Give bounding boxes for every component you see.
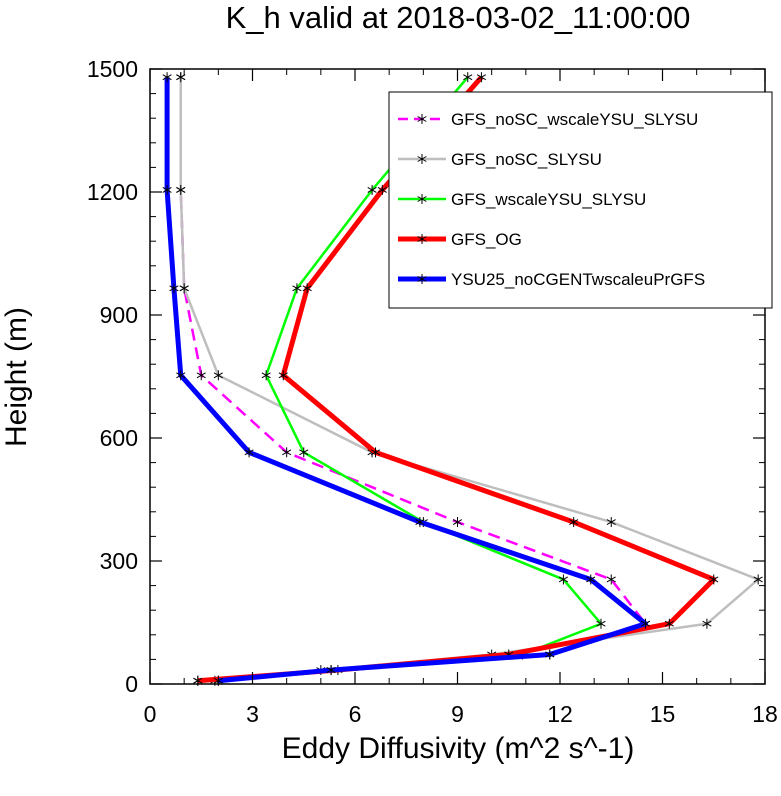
x-tick-label: 0 [144, 701, 157, 727]
x-axis-label: Eddy Diffusivity (m^2 s^-1) [282, 732, 635, 765]
series-4-marker [176, 370, 186, 381]
legend-box [388, 91, 773, 309]
series-4-marker [586, 574, 596, 585]
chart-title: K_h valid at 2018-03-02_11:00:00 [226, 0, 691, 35]
series-3-marker [377, 184, 387, 195]
series-2-marker [367, 184, 377, 195]
series-4-marker [545, 649, 555, 660]
series-4-marker [640, 618, 650, 629]
y-tick-label: 900 [100, 302, 138, 328]
series-4-marker [169, 283, 179, 294]
series-4-marker [415, 517, 425, 528]
series-1-marker [176, 184, 186, 195]
series-0-marker [282, 447, 292, 458]
series-3-marker [476, 72, 486, 83]
legend-marker-0 [417, 114, 427, 124]
series-2-marker [558, 574, 568, 585]
series-3-marker [370, 447, 381, 458]
x-tick-label: 18 [752, 701, 778, 727]
legend-marker-2 [417, 194, 427, 204]
series-4-marker [326, 665, 336, 676]
series-3-marker [569, 517, 579, 528]
legend-label-1: GFS_noSC_SLYSU [451, 150, 602, 169]
series-4-marker [162, 184, 172, 195]
legend-label-4: YSU25_noCGENTwscaleuPrGFS [451, 270, 705, 289]
series-2-marker [596, 618, 606, 629]
x-tick-label: 12 [547, 701, 573, 727]
series-0-marker [452, 517, 463, 528]
legend-label-0: GFS_noSC_wscaleYSU_SLYSU [451, 110, 698, 129]
series-1-marker [753, 574, 763, 585]
y-axis-label: Height (m) [0, 307, 33, 447]
x-tick-label: 15 [650, 701, 676, 727]
series-3-marker [664, 618, 674, 629]
legend-marker-3 [417, 234, 427, 244]
x-tick-label: 9 [451, 701, 464, 727]
series-2-marker [463, 72, 473, 83]
series-0-marker [606, 574, 616, 585]
series-3-marker [278, 370, 288, 381]
plot-lines [162, 72, 763, 686]
series-1-marker [179, 283, 189, 294]
y-tick-label: 300 [100, 548, 138, 574]
legend: GFS_noSC_wscaleYSU_SLYSU GFS_noSC_SLYSU GF… [388, 91, 773, 309]
series-1-marker [213, 370, 223, 381]
series-1-marker [606, 517, 616, 528]
legend-label-3: GFS_OG [451, 230, 522, 249]
series-4-marker [244, 447, 254, 458]
series-2-marker [261, 370, 271, 381]
series-2-marker [299, 447, 309, 458]
x-tick-label: 3 [246, 701, 259, 727]
y-tick-label: 1200 [87, 179, 138, 205]
series-0-marker [196, 370, 206, 381]
series-3-marker [709, 574, 719, 585]
legend-marker-1 [417, 154, 427, 164]
series-1-marker [176, 72, 186, 83]
y-tick-label: 600 [100, 425, 138, 451]
x-tick-label: 6 [349, 701, 362, 727]
series-3-marker [302, 283, 312, 294]
legend-marker-4 [417, 274, 427, 284]
series-1-marker [702, 618, 712, 629]
series-2-marker [292, 283, 302, 294]
legend-label-2: GFS_wscaleYSU_SLYSU [451, 190, 646, 209]
series-4-marker [162, 72, 172, 83]
y-tick-label: 1500 [87, 56, 138, 82]
y-tick-label: 0 [125, 671, 138, 697]
